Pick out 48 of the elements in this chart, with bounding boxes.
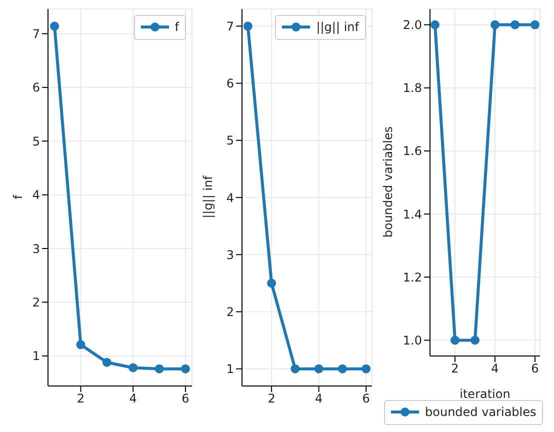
point: [290, 364, 300, 374]
point: [76, 340, 86, 350]
point: [314, 364, 324, 374]
x-tick-label: 2: [268, 392, 276, 406]
y-tick-label: 6: [226, 76, 234, 91]
x-tick-label: 6: [182, 392, 190, 406]
y-tick-label: 1: [32, 349, 40, 364]
x-tick-label: 4: [315, 392, 323, 406]
point: [102, 358, 112, 367]
y-tick-label: 2: [32, 295, 40, 310]
y-tick-label: 6: [32, 80, 40, 95]
y-tick-label: 3: [32, 242, 40, 256]
y-axis-title: f: [11, 194, 25, 200]
y-tick-label: 3: [226, 248, 234, 262]
y-tick-label: 1.0: [402, 333, 422, 348]
y-tick-label: 7: [32, 26, 40, 41]
legend-label: f: [174, 19, 179, 36]
point: [154, 364, 164, 374]
y-tick-label: 2: [226, 305, 234, 319]
point: [180, 364, 190, 374]
y-tick-label: 7: [226, 19, 234, 34]
point: [243, 22, 252, 31]
point: [338, 364, 347, 374]
y-tick-label: 1.4: [402, 207, 422, 222]
point: [267, 278, 276, 288]
legend-label: bounded variables: [424, 404, 536, 421]
y-tick-label: 1.8: [402, 81, 422, 96]
y-axis-title: bounded variables: [381, 126, 395, 238]
y-tick-label: 4: [32, 188, 40, 202]
point: [362, 364, 371, 374]
x-tick-label: 4: [491, 362, 499, 376]
x-tick-label: 6: [362, 392, 370, 406]
y-tick-label: 5: [32, 134, 40, 148]
x-axis-title: iteration: [460, 387, 510, 401]
x-tick-label: 4: [129, 392, 137, 406]
point: [50, 22, 60, 31]
point: [128, 363, 138, 372]
x-tick-label: 6: [531, 362, 539, 376]
y-axis-title: ||g|| inf: [201, 176, 215, 218]
y-tick-label: 4: [226, 190, 234, 205]
x-tick-label: 2: [451, 362, 459, 376]
y-tick-label: 2.0: [402, 18, 422, 32]
x-tick-label: 2: [76, 392, 85, 406]
y-tick-label: 1.2: [402, 270, 422, 284]
y-tick-label: 1.6: [402, 144, 422, 158]
legend-label: ||g|| inf: [315, 19, 359, 36]
y-tick-label: 5: [226, 134, 234, 148]
y-tick-label: 1: [226, 362, 234, 376]
